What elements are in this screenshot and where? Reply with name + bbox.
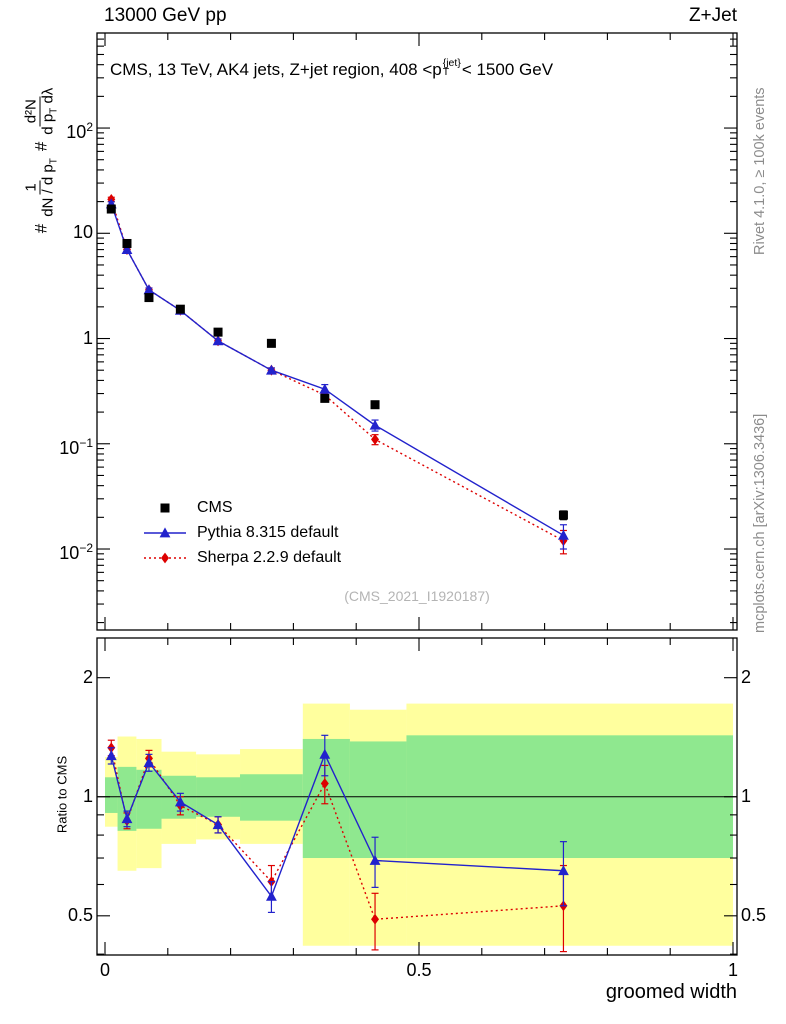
beam-energy-label: 13000 GeV pp	[104, 5, 227, 26]
ratio-y-axis-label: Ratio to CMS	[54, 755, 70, 834]
legend-item-sherpa: Sherpa 2.2.9 default	[142, 545, 341, 570]
process-label: Z+Jet	[688, 5, 737, 26]
analysis-id-watermark: (CMS_2021_I1920187)	[344, 588, 490, 604]
legend-label-pythia: Pythia 8.315 default	[197, 523, 339, 541]
pt-superscript-subscript: {jet} T	[442, 57, 461, 78]
plot-title-sup: {jet}	[442, 57, 461, 69]
legend-item-pythia: Pythia 8.315 default	[142, 520, 341, 545]
plot-title: CMS, 13 TeV, AK4 jets, Z+jet region, 408…	[110, 57, 554, 80]
pythia-marker-icon	[142, 525, 188, 541]
hash-symbol: #	[31, 223, 51, 234]
legend-item-cms: CMS	[142, 495, 341, 520]
fraction-one-over-dndpt: 1 dN / d pT	[22, 158, 60, 217]
x-axis-label: groomed width	[605, 981, 737, 1003]
main-y-axis-label: # 1 dN / d pT # d²N d pT dλ	[22, 30, 61, 290]
plot-title-sub: T	[442, 66, 450, 78]
plot-title-pre: CMS, 13 TeV, AK4 jets, Z+jet region, 408…	[110, 60, 442, 79]
cms-marker-icon	[142, 500, 188, 516]
mcplots-reference-note: mcplots.cern.ch [arXiv:1306.3436]	[752, 413, 768, 633]
sherpa-marker-icon	[142, 550, 188, 566]
legend: CMS Pythia 8.315 default Sherpa 2.2.9 de…	[142, 495, 341, 570]
hash-symbol: #	[31, 141, 51, 152]
legend-label-cms: CMS	[197, 498, 233, 516]
legend-label-sherpa: Sherpa 2.2.9 default	[197, 548, 342, 566]
plot-title-post: < 1500 GeV	[461, 60, 554, 79]
fraction-d2n-over-dptdlambda: d²N d pT dλ	[22, 87, 60, 135]
rivet-version-note: Rivet 4.1.0, ≥ 100k events	[752, 87, 768, 255]
